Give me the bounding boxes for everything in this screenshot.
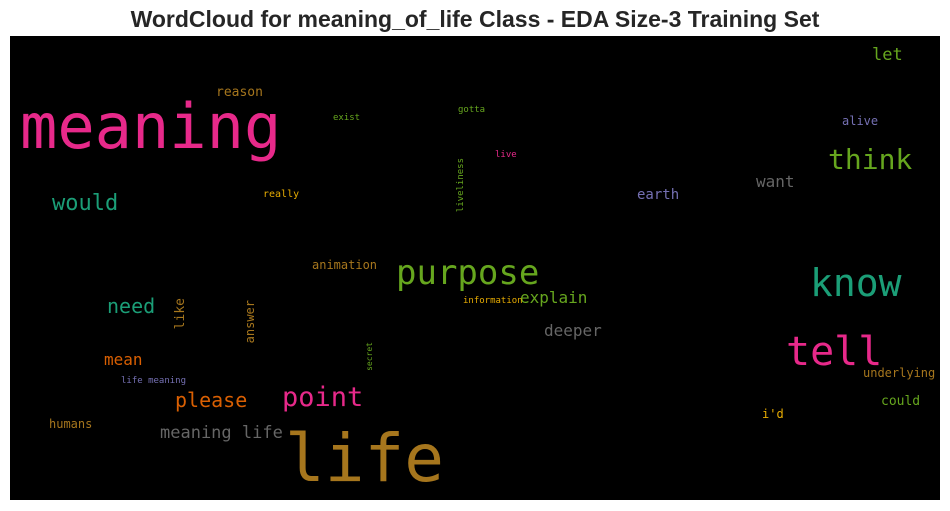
word-meaning: meaning <box>20 90 282 163</box>
word-point: point <box>282 382 364 413</box>
word-i-d: i'd <box>762 407 784 421</box>
chart-title: WordCloud for meaning_of_life Class - ED… <box>130 6 820 32</box>
word-exist: exist <box>333 113 361 123</box>
word-tell: tell <box>786 329 883 375</box>
word-let: let <box>872 45 903 65</box>
word-underlying: underlying <box>863 366 936 380</box>
word-meaning-life: meaning life <box>160 423 283 443</box>
word-life: life <box>285 420 444 497</box>
word-answer: answer <box>243 300 257 344</box>
word-please: please <box>175 388 248 412</box>
word-really: really <box>263 189 300 200</box>
word-gotta: gotta <box>458 105 486 115</box>
word-reason: reason <box>216 85 263 100</box>
word-purpose: purpose <box>396 253 540 293</box>
word-liveliness: liveliness <box>456 158 466 213</box>
word-would: would <box>52 191 119 216</box>
word-life-meaning: life meaning <box>121 376 187 386</box>
word-animation: animation <box>312 258 378 272</box>
word-deeper: deeper <box>544 321 602 340</box>
word-mean: mean <box>104 350 143 369</box>
word-secret: secret <box>365 342 374 371</box>
word-need: need <box>107 294 156 318</box>
word-like: like <box>173 298 188 330</box>
word-alive: alive <box>842 114 879 128</box>
word-live: live <box>495 150 517 160</box>
word-know: know <box>810 261 902 305</box>
word-humans: humans <box>49 417 93 431</box>
word-want: want <box>756 172 795 191</box>
word-could: could <box>881 394 921 409</box>
word-explain: explain <box>520 288 588 307</box>
word-earth: earth <box>637 187 680 203</box>
word-think: think <box>828 143 913 176</box>
wordcloud-canvas: meaning life know tell purpose think point woul… <box>10 36 940 500</box>
word-information: information <box>463 296 523 306</box>
